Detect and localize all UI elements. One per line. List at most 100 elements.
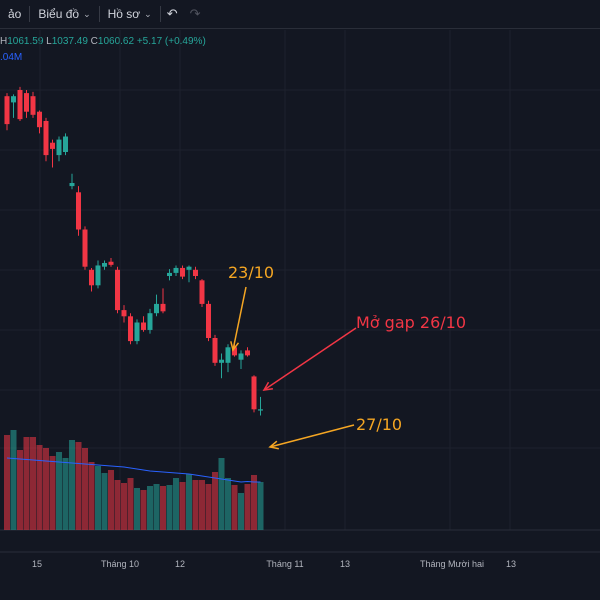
candle-body: [108, 261, 114, 265]
x-tick-label: Tháng 11: [266, 559, 303, 569]
chevron-down-icon: ⌄: [144, 8, 152, 19]
candle-body: [115, 269, 120, 311]
candle-body: [17, 90, 23, 120]
volume-bar: [205, 484, 212, 530]
ohlc-legend: H1061.59 L1037.49 C1060.62 +5.17 (+0.49%…: [0, 36, 206, 47]
candle-body: [82, 229, 88, 267]
x-tick-label: Tháng 10: [101, 559, 139, 569]
toolbar-item-chart[interactable]: Biểu đồ ⌄: [30, 0, 98, 28]
volume-bar: [49, 456, 56, 530]
candle-body: [134, 322, 140, 342]
annotation-arrowhead: [268, 440, 279, 450]
volume-bar: [212, 472, 218, 530]
candle-body: [76, 192, 81, 230]
candle-body: [11, 96, 16, 103]
volume-bar: [69, 440, 75, 530]
volume-bar: [56, 452, 62, 530]
volume-bar: [121, 483, 127, 530]
candle-body: [232, 347, 237, 356]
candle-body: [141, 322, 146, 330]
candle-body: [30, 96, 36, 115]
candle-body: [225, 347, 231, 363]
candle-body: [63, 136, 68, 152]
volume-legend: .04M: [0, 52, 23, 63]
volume-bar: [257, 482, 264, 530]
volume-bar: [82, 448, 88, 530]
candle-body: [56, 139, 62, 156]
volume-bar: [4, 435, 10, 530]
volume-bar: [95, 466, 101, 530]
candle-body: [37, 111, 42, 128]
candle-body: [69, 183, 75, 187]
x-tick-label: 13: [340, 559, 350, 569]
volume-bar: [108, 470, 114, 530]
candle-body: [89, 269, 94, 286]
volume-bar: [238, 493, 244, 530]
volume-bar: [140, 490, 147, 530]
candle-body: [251, 376, 257, 410]
toolbar-item-label: Biểu đồ: [38, 7, 80, 21]
volume-bar: [10, 430, 17, 530]
candle-body: [173, 267, 179, 273]
change-value: +5.17 (+0.49%): [136, 36, 206, 47]
undo-icon[interactable]: ↶: [166, 6, 178, 21]
candle-body: [24, 93, 29, 112]
candle-body: [193, 269, 198, 276]
volume-bar: [173, 478, 179, 530]
volume-bar: [166, 485, 173, 530]
volume-bar: [75, 442, 82, 530]
volume-bar: [192, 480, 199, 530]
volume-bar: [36, 445, 43, 530]
annotation-label: 23/10: [228, 263, 274, 282]
high-key: H: [0, 36, 8, 47]
annotation-arrowhead: [230, 341, 240, 352]
candle-body: [245, 350, 250, 356]
volume-bar: [153, 484, 160, 530]
candle-body: [212, 338, 218, 363]
annotation-arrow: [263, 327, 357, 391]
volume-bar: [88, 462, 95, 530]
candle-body: [147, 313, 153, 330]
volume-bar: [179, 482, 186, 530]
candle-body: [4, 96, 10, 125]
candle-body: [186, 266, 192, 270]
redo-icon[interactable]: ↷: [189, 6, 201, 21]
candle-body: [154, 303, 159, 314]
candle-body: [167, 272, 172, 276]
moving-average: [6, 457, 261, 483]
annotation-label: Mở gap 26/10: [356, 313, 466, 332]
candle-body: [199, 280, 205, 304]
candle-body: [160, 303, 166, 312]
volume-bar: [199, 480, 205, 530]
candle-body: [43, 121, 49, 156]
candle-body: [180, 267, 185, 277]
x-tick-label: 13: [506, 559, 516, 569]
chevron-down-icon: ⌄: [83, 8, 91, 19]
low-value: 1037.49: [51, 36, 88, 47]
candle-body: [219, 359, 224, 363]
toolbar-item-profile[interactable]: Hồ sơ ⌄: [100, 0, 160, 28]
candle-body: [238, 353, 244, 360]
toolbar-item-indicators[interactable]: ảo: [0, 0, 29, 28]
x-tick-label: 15: [32, 559, 42, 569]
volume-bar: [244, 484, 251, 530]
close-key: C: [90, 36, 98, 47]
candle-body: [128, 316, 133, 342]
volume-bar: [17, 450, 23, 530]
candle-body: [121, 310, 127, 317]
candle-body: [50, 142, 55, 149]
volume-bar: [186, 474, 192, 530]
volume-bar: [218, 458, 225, 530]
x-tick-label: Tháng Mười hai: [420, 559, 484, 569]
annotation-arrowhead: [262, 381, 274, 391]
annotation-arrow: [269, 424, 355, 448]
toolbar-divider: [98, 6, 100, 22]
volume-bar: [43, 448, 49, 530]
annotation-label: 27/10: [356, 415, 402, 434]
candle-body: [102, 262, 107, 267]
volume-bar: [114, 480, 121, 530]
volume-bar: [23, 437, 30, 530]
volume-bar: [30, 437, 36, 530]
x-axis: 15 Tháng 10 12 Tháng 11 13 Tháng Mười hai 13: [32, 559, 516, 569]
